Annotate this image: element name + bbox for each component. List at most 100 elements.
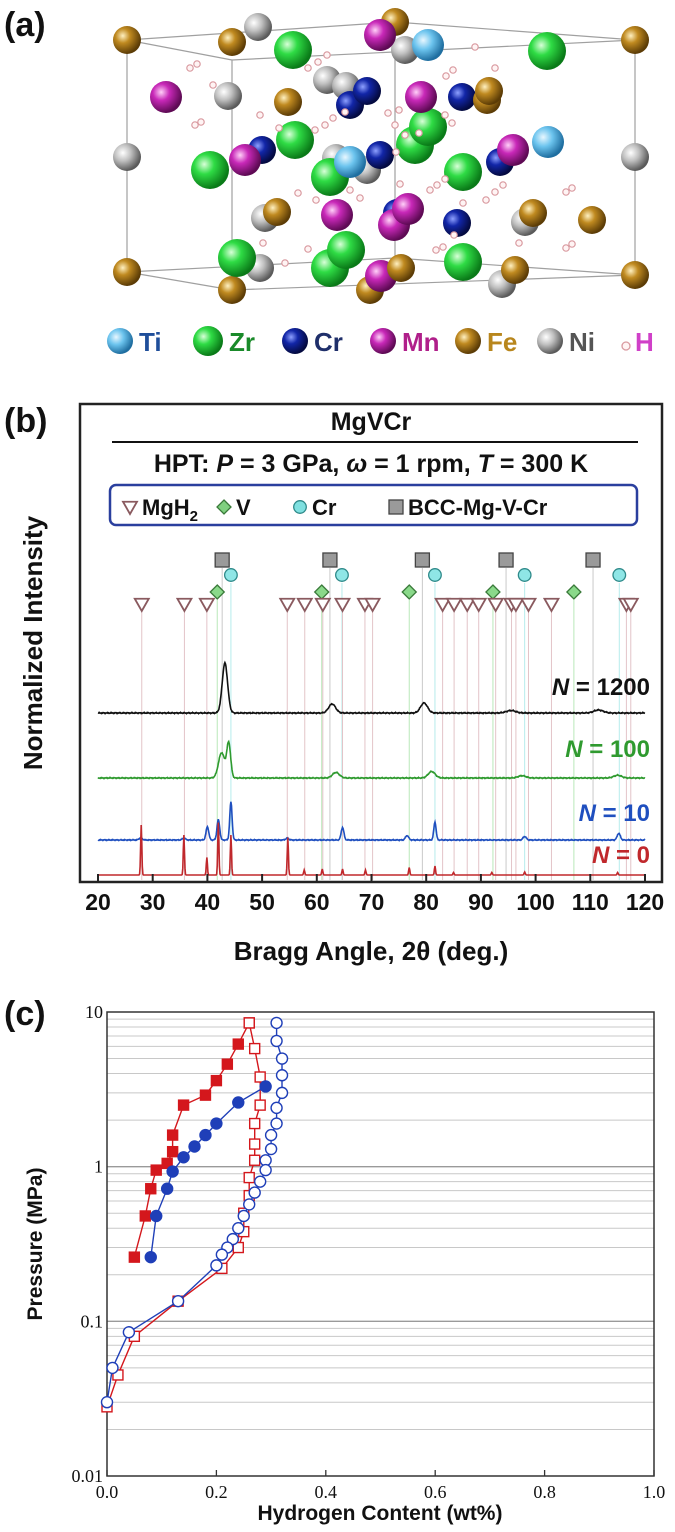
grid-lines bbox=[107, 1018, 654, 1430]
x-tick-label: 110 bbox=[572, 889, 609, 915]
atom-mn bbox=[321, 199, 353, 231]
data-point bbox=[145, 1183, 157, 1195]
atom-ti bbox=[412, 29, 444, 61]
y-axis-label: Pressure (MPa) bbox=[24, 1168, 47, 1321]
atom-fe bbox=[475, 77, 503, 105]
pct-series bbox=[100, 1016, 289, 1413]
data-point bbox=[259, 1163, 272, 1177]
atom-h bbox=[401, 131, 409, 139]
phase-legend: MgH2 V Cr BCC-Mg-V-Cr bbox=[121, 495, 548, 525]
marker-mgh2 bbox=[434, 597, 452, 613]
data-point bbox=[199, 1089, 212, 1101]
atom-mn bbox=[364, 19, 396, 51]
atom-cr bbox=[353, 77, 381, 105]
data-point bbox=[160, 1182, 174, 1195]
axis-ticks: 0.0 0.2 0.4 0.6 0.8 1.0 0.01 0.1 1 10 bbox=[72, 1002, 666, 1502]
marker-mgh2 bbox=[133, 597, 151, 613]
xrd-chart: (b) MgVCr HPT: P = 3 GPa, ω = 1 rpm, T =… bbox=[4, 402, 664, 966]
atom-zr bbox=[444, 153, 482, 191]
data-point bbox=[139, 1210, 151, 1222]
atom-h bbox=[426, 186, 434, 194]
atom-h bbox=[432, 246, 440, 254]
legend-label-h: H bbox=[635, 327, 654, 357]
legend-marker-3 bbox=[388, 499, 404, 515]
x-axis-ticks: 20 30 40 50 60 70 80 90 100 110 120 bbox=[85, 874, 664, 915]
data-point bbox=[232, 1222, 245, 1235]
atom-mn bbox=[497, 134, 529, 166]
data-point bbox=[166, 1145, 179, 1158]
reference-lines bbox=[141, 568, 632, 880]
atom-h bbox=[396, 180, 404, 188]
plot-frame bbox=[106, 1011, 655, 1477]
atom-h bbox=[259, 239, 267, 247]
data-point bbox=[210, 1074, 223, 1087]
data-point bbox=[264, 1128, 278, 1142]
atom-cr bbox=[443, 209, 471, 237]
legend-box bbox=[108, 483, 639, 527]
data-point bbox=[243, 1017, 255, 1029]
marker-bcc-mg-v-cr bbox=[414, 552, 431, 568]
data-point bbox=[199, 1128, 212, 1142]
atom-h bbox=[471, 43, 479, 51]
panel-a-label: (a) bbox=[4, 6, 46, 44]
atom-zr bbox=[274, 31, 312, 69]
data-point bbox=[243, 1171, 255, 1184]
marker-cr bbox=[612, 568, 627, 582]
atom-h bbox=[568, 184, 576, 192]
atom-h bbox=[197, 118, 205, 126]
marker-mgh2 bbox=[364, 597, 382, 613]
series-line-2 bbox=[150, 1085, 266, 1258]
y-tick-label: 1 bbox=[94, 1157, 103, 1177]
atom-h bbox=[439, 243, 447, 251]
series-line-1 bbox=[106, 1022, 261, 1408]
data-point bbox=[177, 1099, 190, 1111]
data-point bbox=[215, 1248, 229, 1261]
atom-h bbox=[562, 244, 570, 252]
atom-mn bbox=[405, 81, 437, 113]
atom-h bbox=[186, 64, 194, 72]
x-tick-label: 0.0 bbox=[96, 1482, 119, 1502]
atom-ni bbox=[621, 143, 649, 171]
data-point bbox=[221, 1058, 234, 1070]
data-point bbox=[259, 1080, 272, 1093]
data-point bbox=[188, 1140, 201, 1153]
data-point bbox=[128, 1251, 141, 1263]
marker-v bbox=[313, 584, 330, 600]
legend-label-fe: Fe bbox=[487, 327, 517, 357]
x-tick-label: 50 bbox=[249, 889, 275, 915]
atom-h bbox=[499, 181, 507, 189]
atom-fe bbox=[218, 276, 246, 304]
legend-label-3: BCC-Mg-V-Cr bbox=[408, 495, 548, 520]
x-tick-label: 40 bbox=[195, 889, 221, 915]
marker-mgh2 bbox=[622, 597, 640, 613]
atom-h bbox=[515, 239, 523, 247]
x-tick-label: 90 bbox=[468, 889, 494, 915]
x-tick-label: 1.0 bbox=[643, 1482, 666, 1502]
marker-bcc-mg-v-cr bbox=[585, 552, 601, 568]
atom-fe bbox=[218, 28, 246, 56]
legend-marker-2 bbox=[293, 500, 307, 514]
atom-h bbox=[304, 245, 312, 253]
atom-ni bbox=[113, 143, 141, 171]
data-point bbox=[275, 1052, 289, 1065]
atom-h bbox=[281, 259, 289, 267]
atom-h bbox=[329, 114, 337, 122]
marker-cr bbox=[223, 568, 238, 582]
data-point bbox=[248, 1154, 261, 1166]
atom-zr bbox=[191, 151, 229, 189]
x-tick-label: 60 bbox=[304, 889, 330, 915]
atom-fe bbox=[113, 258, 141, 286]
data-point bbox=[144, 1250, 157, 1264]
legend-label-2: Cr bbox=[312, 495, 337, 520]
data-point bbox=[254, 1099, 266, 1111]
data-point bbox=[237, 1209, 250, 1223]
data-point bbox=[177, 1151, 190, 1164]
legend-label-mn: Mn bbox=[402, 327, 440, 357]
atom-ti bbox=[334, 146, 366, 178]
data-point bbox=[270, 1117, 283, 1130]
trace-label-3: N = 0 bbox=[592, 842, 650, 869]
atom-h bbox=[450, 231, 458, 239]
atom-zr bbox=[409, 108, 447, 146]
atom-cr bbox=[366, 141, 394, 169]
